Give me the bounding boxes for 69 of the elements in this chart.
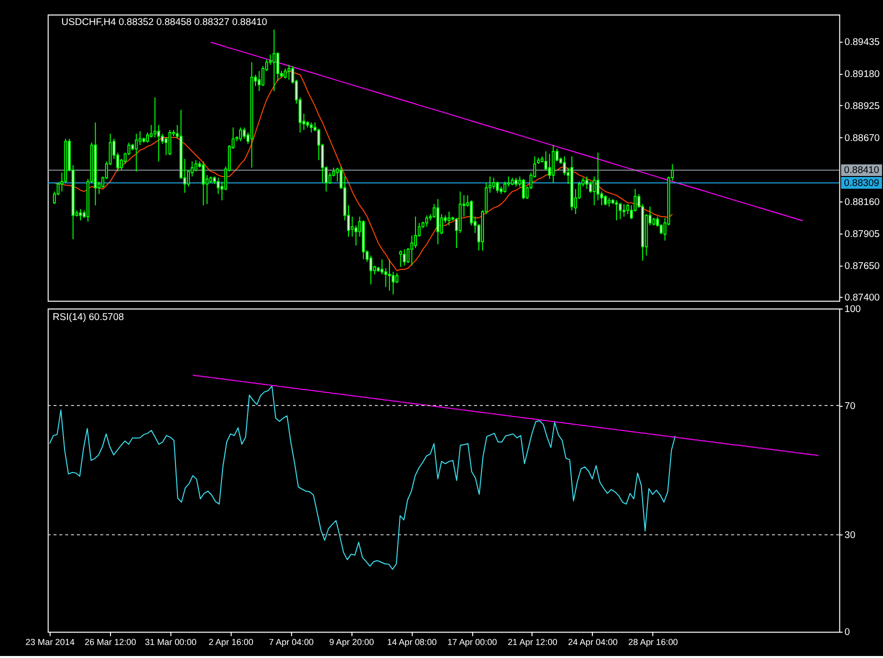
candlestick: [194, 160, 198, 172]
x-tick-label: 23 Mar 2014: [26, 636, 75, 647]
chart-title: USDCHF,H4 0.88352 0.88458 0.88327 0.88410: [61, 17, 268, 28]
candlestick: [604, 194, 607, 206]
y-tick-label: 0.89180: [844, 68, 880, 80]
y-tick-label: 70: [844, 400, 856, 412]
x-tick-label: 2 Apr 16:00: [208, 636, 254, 647]
candlestick: [402, 248, 406, 266]
candlestick: [276, 52, 280, 82]
candlestick: [522, 178, 525, 200]
candlestick: [548, 153, 552, 180]
x-tick-label: 26 Mar 12:00: [84, 636, 136, 647]
chart-title: RSI(14) 60.5708: [52, 312, 124, 324]
candlestick: [622, 204, 626, 218]
x-tick-label: 7 Apr 04:00: [268, 636, 314, 647]
y-tick-label: 0.87905: [844, 228, 880, 240]
candlestick: [354, 224, 358, 246]
candlestick: [369, 255, 372, 285]
candlestick: [287, 64, 290, 80]
y-tick-label: 0.88670: [844, 132, 880, 144]
y-tick-label: 0.88160: [844, 196, 880, 208]
candlestick: [284, 68, 287, 80]
x-tick-label: 21 Apr 12:00: [508, 636, 558, 647]
candlestick: [150, 124, 153, 138]
candlestick: [168, 130, 172, 156]
candlestick: [153, 96, 156, 138]
candlestick: [395, 272, 398, 284]
candlestick: [436, 198, 440, 245]
candlestick: [202, 160, 205, 206]
x-tick-label: 9 Apr 20:00: [329, 636, 374, 647]
candlestick: [388, 258, 391, 292]
candlestick: [589, 180, 592, 194]
candlestick: [310, 122, 313, 134]
y-tick-label: 100: [844, 304, 862, 315]
ref-line-label: 0.88309: [844, 178, 880, 189]
candlestick: [399, 250, 402, 268]
candlestick: [79, 208, 82, 221]
x-tick-label: 14 Apr 08:00: [387, 636, 437, 647]
y-tick-label: 0.89435: [844, 36, 880, 48]
candlestick: [242, 127, 246, 140]
candlestick: [258, 70, 261, 92]
candlestick: [496, 180, 499, 194]
x-tick-label: 31 Mar 00:00: [144, 636, 197, 647]
y-tick-label: 30: [844, 530, 856, 542]
y-tick-label: 0.88925: [844, 100, 880, 112]
ref-line-label: 0.88410: [844, 165, 880, 176]
line-series: [210, 42, 804, 222]
y-tick-label: 0.87400: [844, 292, 880, 304]
candlestick: [492, 177, 496, 190]
candlestick: [618, 202, 622, 220]
candlestick: [425, 214, 428, 228]
y-tick-label: 0.87650: [844, 261, 880, 272]
candlestick: [134, 133, 138, 172]
line-series: [49, 386, 676, 570]
candlestick: [272, 29, 276, 92]
candlestick: [384, 268, 388, 288]
candlestick: [239, 127, 242, 142]
x-tick-label: 28 Apr 16:00: [628, 636, 678, 647]
candlestick: [615, 200, 618, 221]
x-tick-label: 17 Apr 00:00: [447, 636, 498, 647]
y-tick-label: 0: [844, 627, 851, 638]
x-tick-label: 24 Apr 04:00: [568, 636, 618, 647]
candlestick: [503, 180, 506, 194]
candlestick: [626, 204, 630, 215]
candlestick: [585, 176, 588, 190]
candlestick: [350, 216, 354, 238]
candlestick: [380, 258, 384, 275]
candlestick: [448, 211, 450, 226]
line-series: [192, 374, 819, 456]
